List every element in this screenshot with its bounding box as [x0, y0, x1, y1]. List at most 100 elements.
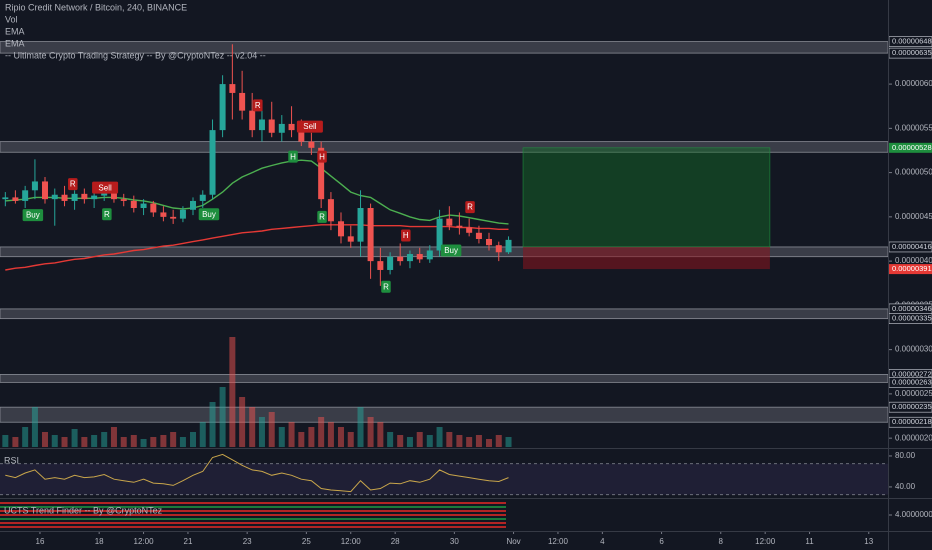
volume-bar	[387, 432, 394, 447]
volume-bar	[101, 432, 108, 447]
candle-body	[337, 221, 344, 237]
level-label: 0.00000346	[892, 304, 932, 313]
trend-stripe	[0, 526, 506, 528]
volume-bar	[199, 422, 206, 447]
volume-bar	[367, 417, 374, 447]
volume-bar	[416, 432, 423, 447]
volume-bar	[397, 435, 404, 447]
signal-label: Sell	[303, 122, 317, 131]
volume-bar	[505, 437, 512, 447]
pane-title: RSI	[4, 455, 19, 465]
volume-bar	[150, 437, 157, 447]
volume-bar	[426, 435, 433, 447]
level-label-box	[889, 264, 932, 275]
candle-body	[436, 218, 443, 251]
candle-body	[377, 261, 384, 270]
x-tick-label: 18	[95, 537, 104, 546]
candle-body	[406, 254, 413, 262]
rsi-line	[5, 453, 509, 493]
volume-bar	[436, 427, 443, 447]
x-tick-label: 6	[659, 537, 664, 546]
volume-bar	[308, 427, 315, 447]
candle-body	[456, 225, 463, 228]
volume-bar	[140, 439, 147, 447]
rsi-band	[0, 463, 888, 495]
volume-bar	[298, 432, 305, 447]
candle-body	[61, 194, 68, 201]
volume-bar	[268, 412, 275, 447]
volume-bar	[288, 422, 295, 447]
candle-body	[101, 192, 108, 196]
signal-label: Buy	[26, 211, 40, 220]
candle-body	[387, 256, 394, 270]
trend-stripe	[0, 518, 506, 520]
candle-body	[209, 130, 216, 195]
level-label: 0.00000272	[892, 369, 932, 378]
signal-badge	[288, 150, 298, 163]
candle-body	[110, 192, 117, 200]
signal-badge	[296, 120, 323, 133]
candle-body	[288, 123, 295, 131]
candle-body	[189, 200, 196, 210]
trend-stripe	[0, 502, 506, 504]
volume-bar	[495, 435, 502, 447]
x-tick-label: 12:00	[134, 537, 155, 546]
signal-badge	[22, 209, 44, 222]
signal-label: R	[104, 210, 110, 219]
trend-stripe	[0, 522, 506, 524]
candle-body	[41, 181, 48, 200]
stop-zone	[523, 246, 770, 270]
y-tick-label: 40.00	[895, 482, 916, 491]
signal-label: Sell	[98, 183, 112, 192]
x-tick-label: 8	[719, 537, 724, 546]
signal-badge	[92, 181, 119, 194]
volume-bar	[130, 435, 137, 447]
volume-bar	[2, 435, 9, 447]
candle-body	[199, 194, 206, 201]
candle-body	[219, 84, 226, 131]
x-tick-label: 11	[805, 537, 814, 546]
signal-label: R	[467, 203, 473, 212]
volume-bar	[327, 422, 334, 447]
chart-title: Ripio Credit Network / Bitcoin, 240, BIN…	[5, 2, 187, 12]
x-tick-label: 28	[391, 537, 400, 546]
candle-body	[71, 193, 78, 201]
candle-body	[495, 245, 502, 253]
candle-body	[268, 119, 275, 133]
candle-body	[170, 216, 177, 219]
volume-bar	[31, 407, 38, 447]
signal-badge	[465, 201, 475, 214]
level-zone	[0, 406, 889, 423]
volume-bar	[475, 435, 482, 447]
level-label: 0.00000263	[892, 377, 932, 386]
candle-body	[298, 130, 305, 142]
candle-body	[505, 239, 512, 253]
level-label-box	[889, 142, 932, 153]
level-label: 0.00000528	[892, 143, 932, 152]
level-label: 0.00000648	[892, 37, 932, 46]
candle-body	[475, 232, 482, 239]
signal-label: H	[319, 152, 325, 161]
signal-badge	[68, 178, 78, 191]
candle-body	[249, 110, 256, 131]
candle-body	[485, 238, 492, 246]
volume-bar	[41, 432, 48, 447]
level-zone	[0, 374, 889, 383]
candle-body	[357, 208, 364, 242]
signal-label: Buy	[444, 246, 458, 255]
legend-entry: EMA	[5, 26, 25, 36]
indicator-label: Vol	[5, 14, 18, 24]
candle-body	[160, 212, 167, 217]
volume-bar	[110, 427, 117, 447]
level-label: 0.00000235	[892, 402, 932, 411]
volume-bar	[120, 437, 127, 447]
volume-bar	[91, 435, 98, 447]
candle-body	[416, 254, 423, 260]
level-label: 0.00000335	[892, 314, 932, 323]
pane-title: UCTS Trend Finder -- By @CryptoNTez	[4, 505, 163, 515]
signal-badge	[102, 208, 112, 221]
